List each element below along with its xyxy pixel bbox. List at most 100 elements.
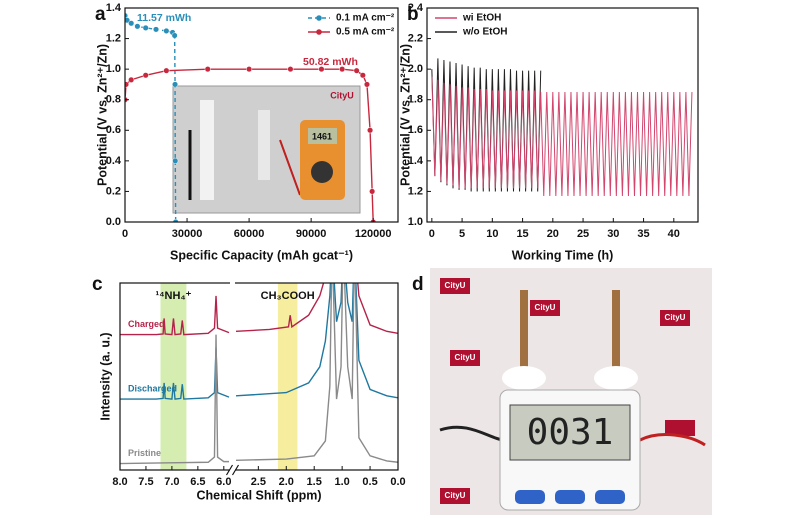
logo-block bbox=[660, 310, 690, 326]
legend-label: wi EtOH bbox=[462, 13, 501, 24]
x-tick-label: 0.0 bbox=[390, 476, 405, 488]
y-tick-label: 0.6 bbox=[106, 124, 121, 136]
plot-area: 0 30000 60000 90000 120000 0.0 0.2 0.4 0.6 0.8 1.0… bbox=[95, 2, 399, 262]
photo-panel: 0031 CityU CityU CityU CityU CityU bbox=[430, 268, 712, 515]
timer-screen bbox=[509, 404, 631, 461]
y-axis-label: Potential (V vs. Zn²⁺/Zn) bbox=[95, 44, 109, 186]
highlight-label: ¹⁴NH₄⁺ bbox=[155, 290, 191, 302]
y-tick-label: 1.2 bbox=[106, 32, 121, 44]
timer-button bbox=[515, 490, 545, 504]
electrode bbox=[520, 290, 528, 370]
axes-frame bbox=[124, 7, 399, 223]
panel-label: b bbox=[407, 4, 419, 25]
x-tick-label: 90000 bbox=[296, 228, 327, 240]
y-tick-label: 0.8 bbox=[106, 94, 121, 106]
logo-block bbox=[440, 488, 470, 504]
y-tick-label: 1.8 bbox=[408, 94, 423, 106]
legend-label: w/o EtOH bbox=[462, 27, 507, 38]
marker bbox=[142, 72, 149, 79]
x-tick-label: 20 bbox=[547, 228, 559, 240]
electrode bbox=[200, 100, 214, 200]
marker bbox=[339, 66, 346, 73]
marker bbox=[204, 66, 211, 73]
electrode bbox=[258, 110, 270, 180]
logo-text: CityU bbox=[665, 313, 686, 322]
plot-area: 0 5 10 15 20 25 30 35 40 1.0 1.2 1.4 1.6 1.8 2.0 2.2 2.4… bbox=[398, 2, 699, 262]
marker bbox=[369, 188, 376, 195]
marker bbox=[163, 67, 170, 74]
marker bbox=[134, 23, 141, 30]
x-tick-label: 1.0 bbox=[334, 476, 349, 488]
marker bbox=[172, 81, 179, 88]
x-tick-label: 7.5 bbox=[138, 476, 153, 488]
x-tick-label: 10 bbox=[486, 228, 498, 240]
y-axis-label: Potential (V vs. Zn²⁺/Zn) bbox=[398, 44, 412, 186]
x-tick-label: 40 bbox=[668, 228, 680, 240]
annotation: 11.57 mWh bbox=[137, 12, 191, 24]
axes-frame bbox=[426, 7, 699, 223]
timer-button bbox=[595, 490, 625, 504]
marker bbox=[125, 81, 130, 88]
plot-content bbox=[125, 12, 377, 222]
x-axis-label: Working Time (h) bbox=[512, 248, 614, 262]
timer-display: 0031 bbox=[527, 412, 614, 453]
highlight-band bbox=[277, 283, 298, 470]
probe bbox=[279, 139, 301, 196]
legend-label: 0.5 mA cm⁻² bbox=[336, 27, 395, 38]
x-tick-label: 0 bbox=[122, 228, 128, 240]
logo-text: CityU bbox=[535, 303, 556, 312]
cell bbox=[594, 366, 638, 390]
x-axis-label: Chemical Shift (ppm) bbox=[196, 488, 321, 502]
axis-break-mark bbox=[231, 464, 240, 476]
y-axis-label: Intensity (a. u.) bbox=[98, 332, 112, 420]
y-tick-label: 1.0 bbox=[106, 63, 121, 75]
x-tick-label: 60000 bbox=[234, 228, 265, 240]
inset-logo: CityU bbox=[330, 90, 354, 100]
legend-marker bbox=[316, 15, 322, 21]
marker bbox=[318, 66, 325, 73]
y-tick-label: 1.2 bbox=[408, 185, 423, 197]
meter-screen bbox=[308, 128, 337, 144]
annotation: 50.82 mWh bbox=[303, 56, 358, 68]
y-tick-label: 1.0 bbox=[408, 216, 423, 228]
marker bbox=[367, 127, 374, 134]
marker bbox=[246, 66, 253, 73]
x-tick-label: 30000 bbox=[172, 228, 203, 240]
panel-label: a bbox=[95, 4, 106, 25]
legend-marker bbox=[316, 29, 322, 35]
electrode bbox=[612, 290, 620, 370]
marker bbox=[359, 72, 366, 79]
marker bbox=[287, 66, 294, 73]
marker bbox=[171, 32, 178, 39]
highlight-label: CH₃COOH bbox=[261, 290, 315, 302]
x-tick-label: 120000 bbox=[355, 228, 392, 240]
marker bbox=[163, 27, 170, 34]
logo-text: CityU bbox=[445, 281, 466, 290]
meter-display: 1461 bbox=[312, 131, 332, 141]
axis-break-gap bbox=[230, 281, 235, 285]
x-tick-label: 2.5 bbox=[251, 476, 266, 488]
y-tick-label: 0.4 bbox=[106, 155, 122, 167]
x-axis-label: Specific Capacity (mAh gcat⁻¹) bbox=[170, 248, 353, 262]
marker bbox=[128, 76, 135, 83]
x-tick-label: 1.5 bbox=[307, 476, 322, 488]
marker bbox=[152, 26, 160, 33]
series-line bbox=[120, 283, 398, 336]
series-line bbox=[125, 15, 177, 222]
series-line bbox=[431, 58, 542, 192]
logo-block bbox=[440, 278, 470, 294]
plot-content bbox=[431, 58, 693, 197]
logo-block bbox=[450, 350, 480, 366]
timer-button bbox=[555, 490, 585, 504]
marker bbox=[363, 81, 371, 88]
y-tick-label: 1.4 bbox=[106, 2, 122, 14]
x-tick-label: 0.5 bbox=[362, 476, 377, 488]
y-tick-label: 1.6 bbox=[408, 124, 423, 136]
series-line bbox=[120, 283, 398, 465]
x-tick-label: 6.0 bbox=[216, 476, 231, 488]
x-tick-label: 2.0 bbox=[279, 476, 294, 488]
highlight-band bbox=[160, 283, 187, 470]
wire bbox=[639, 433, 706, 447]
legend-label: 0.1 mA cm⁻² bbox=[336, 13, 395, 24]
